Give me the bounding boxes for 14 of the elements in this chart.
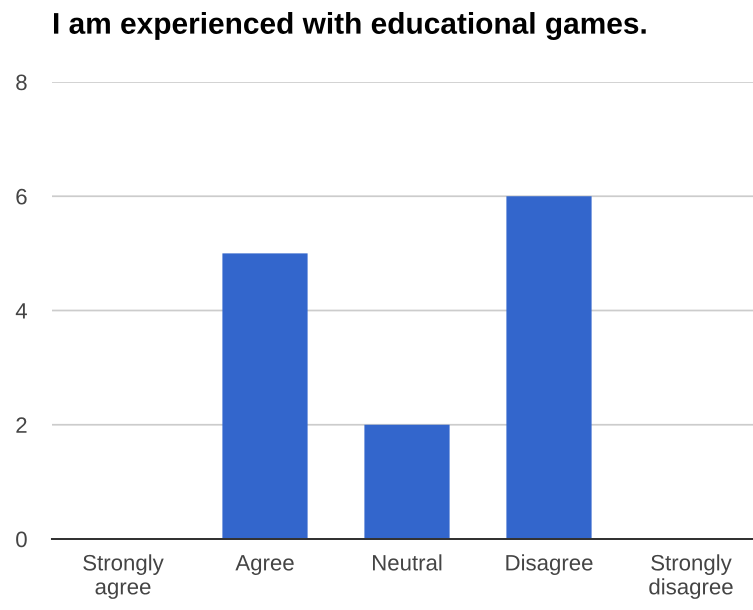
bar (506, 196, 592, 539)
y-tick-label: 4 (16, 303, 27, 319)
y-tick-label: 8 (16, 74, 27, 90)
x-tick-label: Neutral (373, 554, 442, 571)
x-tick-label: Strongly agree (83, 554, 164, 599)
y-tick-label: 0 (16, 532, 27, 548)
bar (222, 253, 308, 539)
x-tick-label: Agree (235, 555, 294, 575)
x-tick-label: Disagree (506, 554, 592, 575)
y-tick-label: 2 (16, 417, 27, 433)
chart-title: I am experienced with educational games. (54, 12, 646, 40)
bar (364, 424, 450, 539)
y-tick-label: 6 (16, 188, 27, 205)
x-tick-label: Strongly disagree (649, 554, 733, 599)
